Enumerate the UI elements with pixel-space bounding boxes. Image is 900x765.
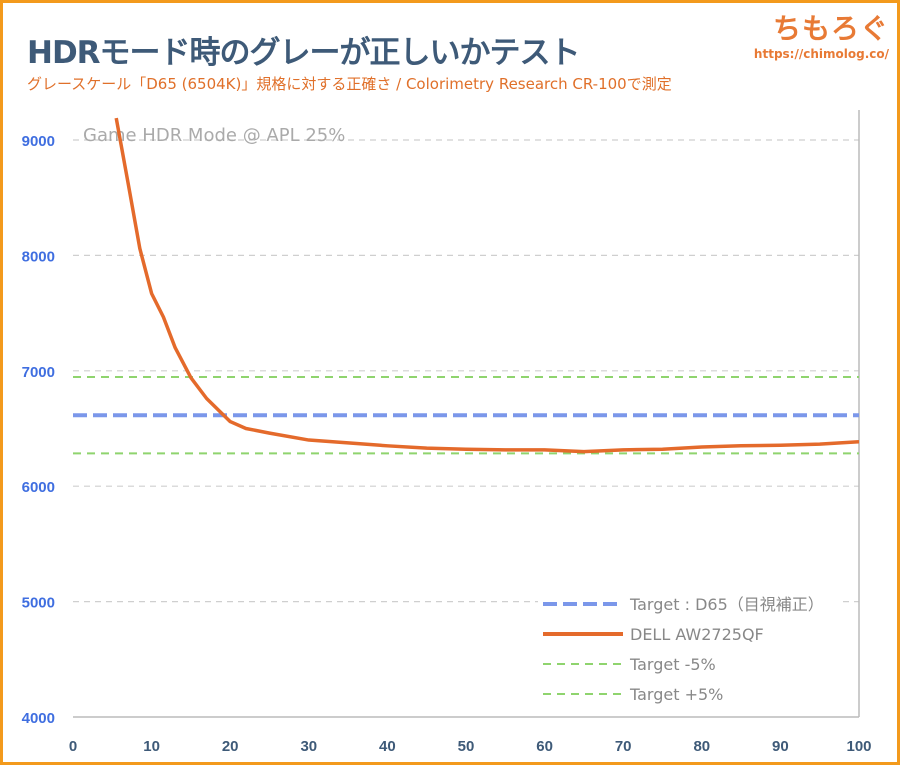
chart-subtitle: グレースケール「D65 (6504K)」規格に対する正確さ / Colorime…: [27, 75, 672, 93]
x-tick-label: 0: [69, 738, 77, 755]
x-tick-label: 40: [379, 738, 396, 755]
y-tick-label: 6000: [22, 479, 55, 496]
legend-label: DELL AW2725QF: [630, 625, 764, 644]
legend-label: Target -5%: [629, 655, 716, 674]
dell-series-line: [114, 117, 859, 454]
line-chart: 4000 5000 6000 7000 8000 9000 0 10 20 30 40 50 60 70 8…: [22, 110, 872, 755]
logo-text: ちもろぐ: [772, 12, 889, 45]
x-tick-label: 10: [143, 738, 160, 755]
x-tick-label: 30: [300, 738, 317, 755]
x-tick-label: 100: [846, 738, 871, 755]
y-tick-label: 7000: [22, 364, 55, 381]
x-tick-label: 70: [615, 738, 632, 755]
x-tick-label: 50: [458, 738, 475, 755]
y-tick-label: 9000: [22, 133, 55, 150]
legend-label: Target +5%: [629, 685, 723, 704]
y-tick-label: 5000: [22, 595, 55, 612]
x-tick-label: 80: [693, 738, 710, 755]
legend-label: Target : D65（目視補正）: [629, 595, 824, 614]
chart-annotation: Game HDR Mode @ APL 25%: [83, 125, 345, 146]
y-tick-label: 8000: [22, 248, 55, 265]
x-tick-label: 90: [772, 738, 789, 755]
y-tick-label: 4000: [22, 710, 55, 727]
x-tick-label: 60: [536, 738, 553, 755]
logo-url: https://chimolog.co/: [753, 47, 889, 61]
site-logo: ちもろぐ https://chimolog.co/: [754, 7, 889, 61]
chart-title: HDRモード時のグレーが正しいかテスト: [27, 35, 581, 71]
x-tick-label: 20: [222, 738, 239, 755]
